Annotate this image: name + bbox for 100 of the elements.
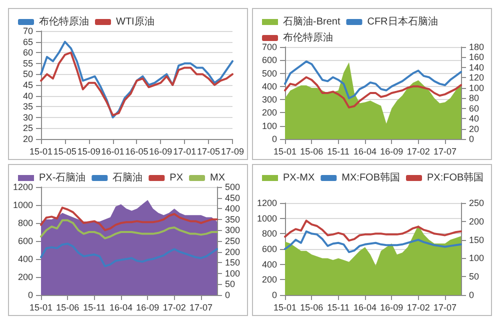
y-tick-label: 800	[262, 228, 277, 239]
x-tick-label: 15-06	[300, 146, 324, 156]
y2-tick-label: 0	[469, 134, 474, 144]
legend-label: 布伦特原油	[39, 16, 89, 28]
x-tick-label: 16-09	[136, 302, 160, 312]
x-tick-label: 15-01	[273, 302, 297, 312]
line-series	[284, 76, 462, 108]
line-series	[40, 40, 234, 118]
legend-label: 石脑油-Brent	[283, 16, 340, 28]
y2-tick-label: 40	[469, 114, 480, 124]
x-tick-label: 17-07	[433, 146, 457, 156]
x-tick-label: 15-11	[327, 146, 350, 156]
y-tick-label: 400	[262, 259, 277, 270]
y2-tick-label: 400	[225, 204, 240, 214]
y2-tick-label: 250	[469, 198, 484, 208]
y-tick-label: 300	[262, 94, 277, 105]
x-tick-label: 16-01	[101, 146, 124, 156]
y-tick-label: 45	[22, 80, 33, 90]
y2-tick-label: 160	[469, 52, 484, 62]
legend-label: 布伦特原油	[283, 32, 333, 44]
y2-tick-label: 60	[469, 103, 480, 114]
legend-label: PX:FOB韩国	[427, 172, 484, 184]
y2-tick-label: 50	[225, 279, 236, 290]
x-tick-label: 15-01	[29, 146, 53, 156]
y-tick-label: 0	[28, 290, 33, 300]
y2-tick-label: 100	[469, 253, 484, 264]
y-tick-label: 0	[272, 134, 277, 144]
y-tick-label: 60	[22, 48, 33, 58]
y2-tick-label: 350	[225, 214, 240, 224]
line-series	[40, 206, 218, 232]
x-tick-label: 16-09	[380, 146, 404, 156]
y-tick-label: 700	[262, 42, 277, 52]
y-tick-label: 20	[22, 134, 33, 144]
y-tick-label: 500	[262, 68, 277, 78]
y2-tick-label: 500	[225, 182, 240, 192]
y-tick-label: 0	[272, 290, 277, 300]
y2-tick-label: 450	[225, 192, 240, 203]
y2-tick-label: 200	[469, 216, 484, 226]
y2-tick-label: 180	[469, 42, 484, 52]
x-tick-label: 16-09	[380, 302, 404, 312]
y-tick-label: 600	[18, 236, 33, 246]
line-series	[40, 219, 218, 240]
x-tick-label: 16-04	[353, 146, 377, 156]
line-series	[40, 242, 218, 268]
line-series	[284, 60, 462, 100]
y2-tick-label: 150	[225, 258, 240, 268]
y-tick-label: 600	[262, 55, 277, 66]
y-tick-label: 1200	[12, 182, 33, 192]
y-tick-label: 1000	[12, 200, 33, 210]
x-tick-label: 17-02	[406, 146, 430, 156]
y2-tick-label: 250	[225, 236, 240, 246]
line-series	[284, 220, 462, 242]
y-tick-label: 30	[22, 112, 33, 122]
y2-tick-label: 100	[225, 268, 240, 278]
y-tick-label: 200	[262, 108, 277, 118]
y-tick-label: 40	[22, 90, 33, 101]
x-tick-label: 16-05	[125, 146, 148, 156]
x-tick-label: 17-07	[433, 302, 457, 312]
y2-tick-label: 200	[225, 246, 240, 257]
y-tick-label: 400	[18, 254, 33, 264]
y2-tick-label: 50	[469, 272, 480, 282]
y2-tick-label: 0	[225, 290, 230, 300]
y-tick-label: 1200	[256, 198, 277, 208]
y-tick-label: 100	[262, 120, 277, 131]
x-tick-label: 15-01	[29, 302, 53, 312]
x-tick-label: 17-01	[173, 146, 196, 156]
y-tick-label: 50	[22, 69, 33, 80]
x-tick-label: 15-01	[273, 146, 297, 156]
line-series	[40, 52, 234, 116]
x-tick-label: 16-04	[353, 302, 377, 312]
legend-label: 石脑油	[112, 172, 143, 184]
legend-label: MX	[210, 172, 226, 184]
y-tick-label: 55	[22, 58, 33, 68]
legend-label: PX	[170, 172, 184, 184]
x-tick-label: 15-05	[53, 146, 76, 156]
x-tick-label: 16-04	[109, 302, 133, 312]
y2-tick-label: 120	[469, 72, 484, 83]
y-tick-label: 400	[262, 81, 277, 92]
x-tick-label: 17-02	[406, 302, 430, 312]
y2-tick-label: 20	[469, 124, 480, 134]
y2-tick-label: 150	[469, 234, 484, 245]
x-tick-label: 15-09	[77, 146, 100, 156]
y2-tick-label: 80	[469, 93, 480, 104]
y-tick-label: 35	[22, 102, 33, 112]
y-tick-label: 200	[262, 274, 277, 285]
x-tick-label: 17-02	[162, 302, 186, 312]
legend-label: WTI原油	[116, 16, 154, 28]
y-tick-label: 70	[22, 26, 33, 36]
y2-tick-label: 300	[225, 225, 240, 236]
y2-tick-label: 100	[469, 82, 484, 93]
y-tick-label: 25	[22, 123, 33, 134]
legend-label: CFR日本石脑油	[367, 16, 438, 28]
legend-label: PX-MX	[283, 172, 315, 184]
x-tick-label: 15-06	[300, 302, 324, 312]
y-tick-label: 200	[18, 272, 33, 282]
y-tick-label: 65	[22, 36, 33, 47]
x-tick-label: 17-07	[189, 302, 213, 312]
x-tick-label: 15-11	[83, 302, 106, 312]
x-tick-label: 17-05	[197, 146, 220, 156]
y2-tick-label: 0	[469, 290, 474, 300]
